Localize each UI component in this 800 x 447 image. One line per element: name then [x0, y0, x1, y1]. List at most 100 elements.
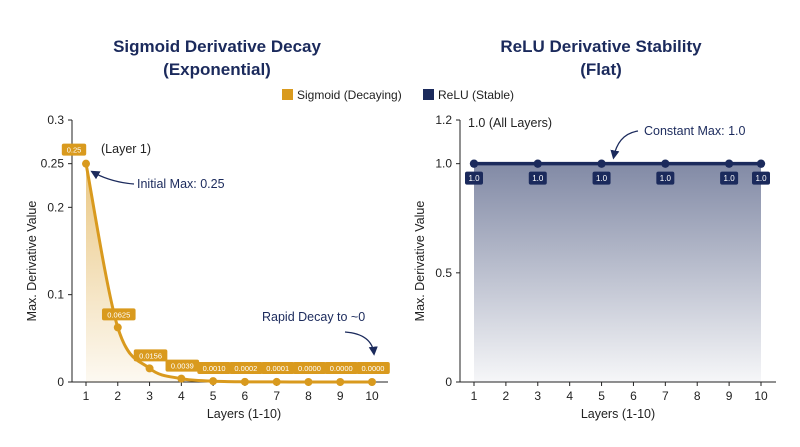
- right-y-tick-label: 0.5: [435, 266, 452, 280]
- sigmoid-point: [209, 377, 218, 386]
- sigmoid-point: [368, 378, 376, 386]
- right-x-tick-label: 9: [726, 389, 733, 403]
- sigmoid-data-label: 0.25: [67, 146, 82, 155]
- sigmoid-data-label-box: [133, 349, 168, 362]
- relu-data-label: 1.0: [596, 174, 608, 183]
- right-x-tick-label: 4: [566, 389, 573, 403]
- left-y-tick-label: 0.1: [47, 288, 64, 302]
- sigmoid-data-label: 0.0039: [171, 362, 194, 371]
- annotation-layer-1: (Layer 1): [101, 142, 151, 156]
- legend: Sigmoid (Decaying) ReLU (Stable): [282, 88, 514, 102]
- relu-point: [724, 159, 734, 168]
- left-x-axis-label: Layers (1-10): [207, 407, 281, 421]
- relu-point: [597, 159, 606, 168]
- left-y-tick-label: 0.3: [47, 113, 64, 127]
- relu-data-label: 1.0: [468, 174, 480, 183]
- left-x-tick-label: 5: [210, 389, 217, 403]
- relu-data-label: 1.0: [532, 174, 544, 183]
- arrow-constant-max: [610, 130, 639, 160]
- sigmoid-data-label-box: [229, 362, 263, 374]
- relu-point: [469, 159, 479, 168]
- relu-data-label-box: [656, 171, 675, 185]
- relu-data-label: 1.0: [755, 174, 767, 183]
- left-x-tick-label: 7: [273, 389, 280, 403]
- sigmoid-data-label-box: [260, 362, 295, 374]
- right-x-tick-label: 6: [630, 389, 637, 403]
- right-x-axis-label: Layers (1-10): [581, 407, 655, 421]
- sigmoid-data-label: 0.0000: [362, 364, 385, 373]
- left-x-tick-label: 6: [242, 389, 249, 403]
- sigmoid-data-label-box: [165, 359, 200, 372]
- left-x-tick-label: 4: [178, 389, 185, 403]
- annotation-rapid-decay: Rapid Decay to ~0: [262, 310, 365, 324]
- sigmoid-data-label-box: [101, 308, 136, 321]
- right-x-tick-label: 1: [471, 389, 478, 403]
- relu-data-label-box: [528, 171, 547, 185]
- sigmoid-data-label: 0.0625: [107, 310, 130, 319]
- sigmoid-point: [113, 323, 122, 332]
- left-chart: 0 0.1 0.2 0.25 0.3 1 2 3 4 5 6 7 8 9 10 Layers (1-10) Ma…: [25, 113, 390, 421]
- left-y-tick-label: 0.25: [41, 157, 65, 171]
- sigmoid-data-label-box: [356, 362, 390, 374]
- relu-point: [661, 159, 670, 168]
- relu-point: [533, 159, 542, 168]
- left-x-tick-label: 2: [114, 389, 121, 403]
- left-chart-title-line1: Sigmoid Derivative Decay: [113, 37, 321, 56]
- right-x-tick-label: 2: [503, 389, 510, 403]
- sigmoid-data-label: 0.0001: [266, 364, 289, 373]
- sigmoid-point: [177, 374, 186, 383]
- sigmoid-data-label: 0.0010: [203, 364, 226, 373]
- legend-label-relu: ReLU (Stable): [438, 88, 514, 102]
- sigmoid-point: [145, 364, 154, 373]
- sigmoid-point: [82, 159, 90, 168]
- left-x-tick-label: 8: [305, 389, 312, 403]
- sigmoid-line: [84, 162, 374, 384]
- sigmoid-data-label-box: [292, 362, 327, 374]
- relu-point: [756, 159, 766, 168]
- legend-swatch-relu: [423, 89, 434, 100]
- right-chart-title-line2: (Flat): [580, 60, 622, 79]
- right-chart: 0 0.5 1.0 1.2 1 2 3 4 5 6 7 8 9 10 Layers (1-10) Max. D…: [413, 113, 776, 421]
- legend-swatch-sigmoid: [282, 89, 293, 100]
- sigmoid-point: [336, 378, 345, 386]
- sigmoid-point: [240, 377, 249, 386]
- legend-label-sigmoid: Sigmoid (Decaying): [297, 88, 402, 102]
- relu-data-label-box: [752, 171, 770, 185]
- relu-data-label: 1.0: [660, 174, 672, 183]
- right-y-tick-label: 1.0: [435, 157, 452, 171]
- sigmoid-data-label: 0.0002: [234, 364, 257, 373]
- sigmoid-data-label-box: [324, 362, 359, 374]
- annotation-all-layers: 1.0 (All Layers): [468, 116, 552, 130]
- sigmoid-data-label-box: [197, 362, 231, 374]
- left-y-tick-label: 0.2: [47, 200, 64, 214]
- relu-data-label-box: [592, 171, 611, 185]
- relu-data-label: 1.0: [724, 174, 736, 183]
- annotation-initial-max: Initial Max: 0.25: [137, 177, 225, 191]
- left-y-tick-label: 0: [57, 375, 64, 389]
- annotation-constant-max: Constant Max: 1.0: [644, 124, 745, 138]
- relu-area: [474, 163, 761, 382]
- right-y-axis-label: Max. Derivative Value: [413, 201, 427, 322]
- arrow-initial-max: [90, 170, 135, 185]
- left-chart-title-line2: (Exponential): [163, 60, 271, 79]
- sigmoid-data-label: 0.0000: [330, 364, 353, 373]
- right-x-tick-label: 10: [754, 389, 768, 403]
- left-x-tick-label: 9: [337, 389, 344, 403]
- right-x-tick-label: 7: [662, 389, 669, 403]
- right-y-tick-label: 1.2: [435, 113, 452, 127]
- sigmoid-data-label-box: [61, 143, 87, 156]
- right-x-tick-label: 3: [534, 389, 541, 403]
- right-y-tick-label: 0: [445, 375, 452, 389]
- left-x-tick-label: 10: [365, 389, 379, 403]
- relu-data-label-box: [720, 171, 739, 185]
- left-x-tick-label: 3: [146, 389, 153, 403]
- sigmoid-data-label: 0.0156: [139, 351, 162, 360]
- arrow-rapid-decay: [344, 331, 378, 356]
- right-chart-title-line1: ReLU Derivative Stability: [500, 37, 702, 56]
- right-x-tick-label: 8: [694, 389, 701, 403]
- sigmoid-point: [304, 378, 313, 386]
- sigmoid-data-label: 0.0000: [298, 364, 321, 373]
- relu-data-label-box: [465, 171, 483, 185]
